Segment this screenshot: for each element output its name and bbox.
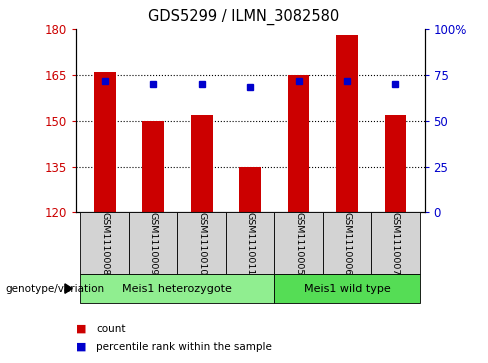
- Bar: [274, 274, 420, 303]
- Text: ■: ■: [76, 342, 86, 352]
- Bar: [239, 167, 261, 212]
- Bar: [191, 115, 213, 212]
- Text: genotype/variation: genotype/variation: [5, 284, 104, 294]
- Bar: [142, 121, 164, 212]
- Text: GDS5299 / ILMN_3082580: GDS5299 / ILMN_3082580: [148, 9, 340, 25]
- Bar: [323, 212, 371, 274]
- Text: GSM1110008: GSM1110008: [100, 212, 109, 275]
- Text: GSM1110005: GSM1110005: [294, 212, 303, 275]
- Bar: [178, 212, 226, 274]
- Bar: [129, 212, 178, 274]
- Polygon shape: [65, 284, 72, 293]
- Bar: [81, 212, 129, 274]
- Text: GSM1110010: GSM1110010: [197, 212, 206, 275]
- Text: Meis1 heterozygote: Meis1 heterozygote: [122, 284, 232, 294]
- Bar: [274, 212, 323, 274]
- Text: GSM1110009: GSM1110009: [149, 212, 158, 275]
- Bar: [385, 115, 407, 212]
- Text: percentile rank within the sample: percentile rank within the sample: [96, 342, 272, 352]
- Text: count: count: [96, 323, 125, 334]
- Bar: [81, 274, 274, 303]
- Bar: [94, 72, 116, 212]
- Text: ■: ■: [76, 323, 86, 334]
- Bar: [371, 212, 420, 274]
- Text: GSM1110011: GSM1110011: [245, 212, 255, 275]
- Bar: [287, 75, 309, 212]
- Bar: [226, 212, 274, 274]
- Text: Meis1 wild type: Meis1 wild type: [304, 284, 390, 294]
- Text: GSM1110007: GSM1110007: [391, 212, 400, 275]
- Bar: [336, 35, 358, 212]
- Text: GSM1110006: GSM1110006: [343, 212, 351, 275]
